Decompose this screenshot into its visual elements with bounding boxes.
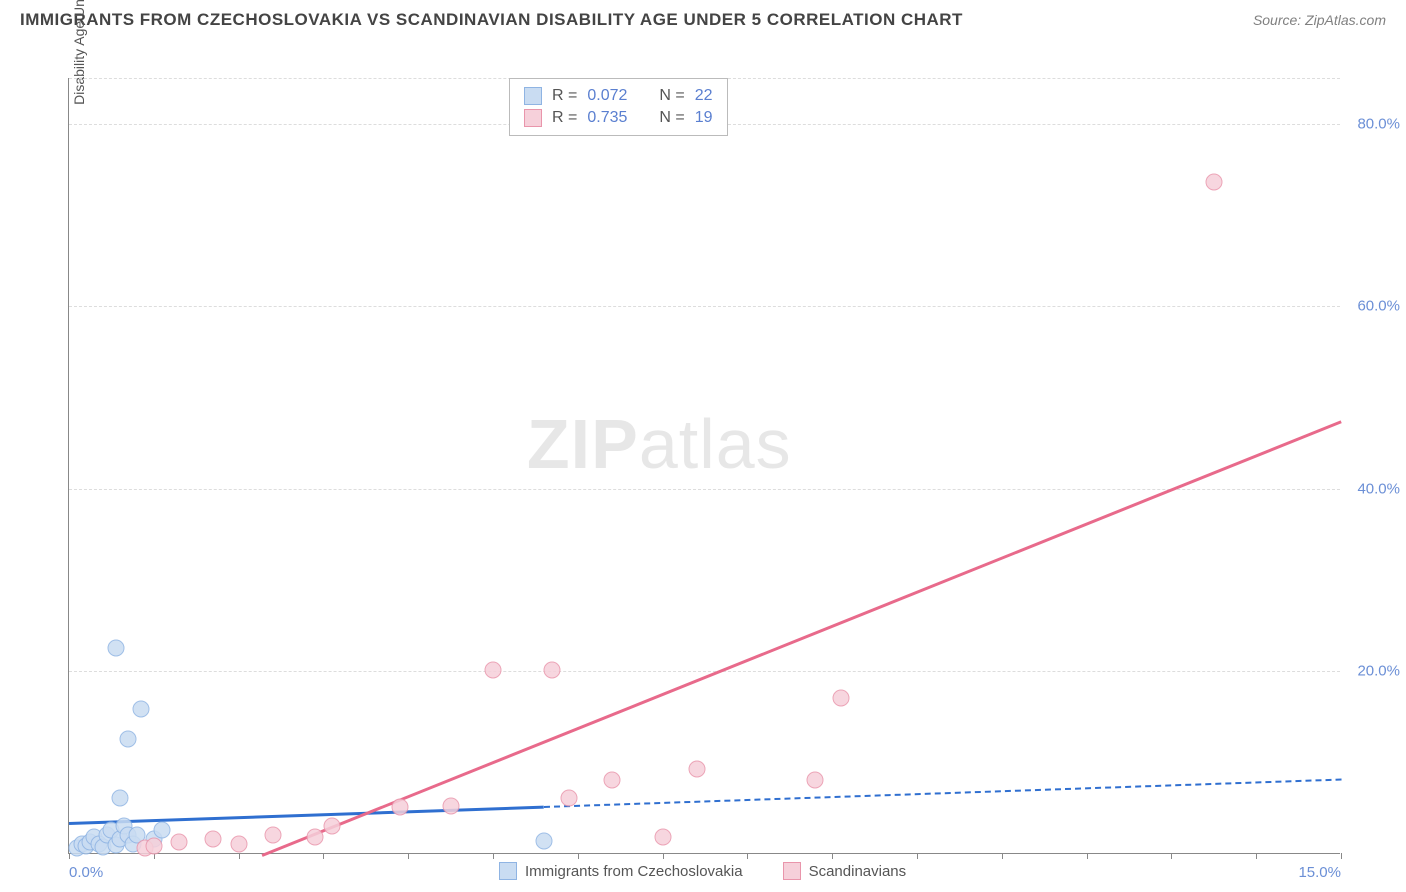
x-tick [493,853,494,859]
trend-line [262,420,1342,856]
x-tick-label: 0.0% [69,864,103,881]
data-point [111,790,128,807]
y-tick-label: 20.0% [1357,663,1400,680]
x-tick [1171,853,1172,859]
x-tick [408,853,409,859]
data-point [205,831,222,848]
data-point [230,835,247,852]
data-point [442,797,459,814]
data-point [120,730,137,747]
gridline [69,671,1340,672]
stat-n-value: 22 [695,87,713,105]
x-tick [663,853,664,859]
data-point [264,826,281,843]
legend-swatch [499,862,517,880]
header: IMMIGRANTS FROM CZECHOSLOVAKIA VS SCANDI… [0,0,1406,36]
x-tick [747,853,748,859]
gridline [69,489,1340,490]
data-point [535,833,552,850]
data-point [1205,174,1222,191]
data-point [807,771,824,788]
x-tick [578,853,579,859]
data-point [654,828,671,845]
legend-item: Scandinavians [783,862,907,880]
legend-swatch [783,862,801,880]
x-tick [69,853,70,859]
data-point [171,834,188,851]
stats-row: R = 0.735 N = 19 [524,107,713,129]
bottom-legend: Immigrants from Czechoslovakia Scandinavi… [499,862,906,880]
y-tick-label: 80.0% [1357,115,1400,132]
data-point [688,761,705,778]
x-tick [832,853,833,859]
data-point [832,689,849,706]
stat-r-label: R = [552,87,577,105]
x-tick [1256,853,1257,859]
watermark-rest: atlas [639,405,792,483]
watermark: ZIPatlas [527,404,792,484]
data-point [323,817,340,834]
chart-title: IMMIGRANTS FROM CZECHOSLOVAKIA VS SCANDI… [20,10,963,30]
trend-line [544,778,1341,807]
x-tick [1087,853,1088,859]
x-tick [239,853,240,859]
gridline [69,306,1340,307]
plot-area: ZIPatlas 20.0%40.0%60.0%80.0%0.0%15.0%R … [68,78,1340,854]
source-attribution: Source: ZipAtlas.com [1253,12,1386,28]
data-point [485,662,502,679]
y-tick-label: 60.0% [1357,298,1400,315]
data-point [391,799,408,816]
stat-r-value: 0.735 [587,109,627,127]
trend-line [69,806,544,825]
legend-label: Scandinavians [809,863,907,880]
stat-n-label: N = [659,109,684,127]
y-tick-label: 40.0% [1357,480,1400,497]
watermark-bold: ZIP [527,405,639,483]
stat-n-value: 19 [695,109,713,127]
data-point [154,822,171,839]
stat-r-label: R = [552,109,577,127]
stat-r-value: 0.072 [587,87,627,105]
legend-item: Immigrants from Czechoslovakia [499,862,743,880]
x-tick-label: 15.0% [1298,864,1341,881]
data-point [306,828,323,845]
x-tick [323,853,324,859]
data-point [145,837,162,854]
stats-legend-box: R = 0.072 N = 22 R = 0.735 N = 19 [509,78,728,136]
stats-row: R = 0.072 N = 22 [524,85,713,107]
data-point [603,771,620,788]
data-point [107,639,124,656]
data-point [544,662,561,679]
x-tick [917,853,918,859]
data-point [133,700,150,717]
x-tick [1002,853,1003,859]
series-swatch [524,87,542,105]
data-point [561,790,578,807]
source-name: ZipAtlas.com [1305,12,1386,28]
x-tick [1341,853,1342,859]
source-prefix: Source: [1253,12,1305,28]
stat-n-label: N = [659,87,684,105]
legend-label: Immigrants from Czechoslovakia [525,863,743,880]
series-swatch [524,109,542,127]
